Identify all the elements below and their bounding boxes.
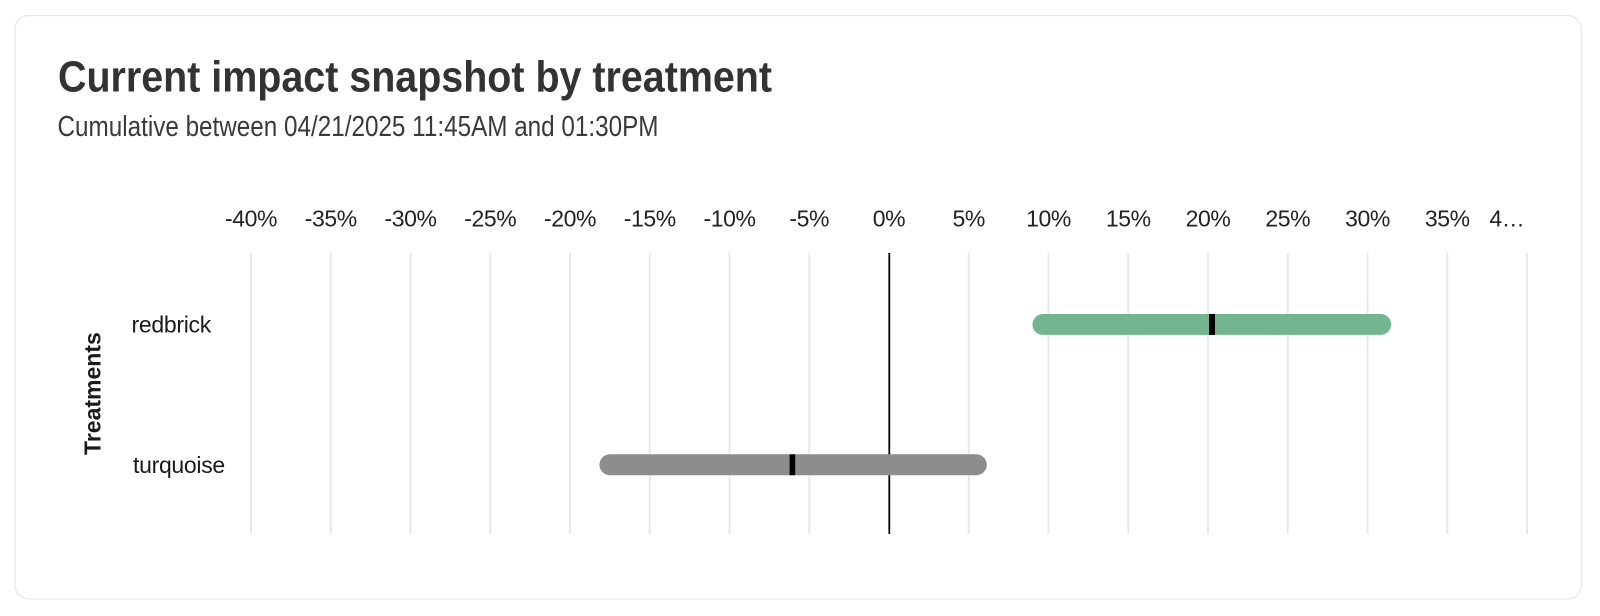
svg-text:15%: 15%: [1106, 206, 1151, 232]
svg-text:Treatments: Treatments: [80, 332, 106, 455]
svg-text:-5%: -5%: [789, 206, 829, 232]
svg-text:5%: 5%: [953, 206, 985, 232]
svg-text:25%: 25%: [1265, 206, 1310, 232]
svg-text:-35%: -35%: [305, 206, 357, 232]
svg-text:redbrick: redbrick: [132, 312, 212, 338]
svg-text:20%: 20%: [1186, 206, 1231, 232]
svg-text:-10%: -10%: [703, 206, 755, 232]
svg-text:30%: 30%: [1345, 206, 1390, 232]
svg-text:4…: 4…: [1489, 206, 1524, 232]
svg-text:35%: 35%: [1425, 206, 1470, 232]
svg-text:-30%: -30%: [384, 206, 436, 232]
svg-text:turquoise: turquoise: [133, 452, 225, 478]
svg-text:10%: 10%: [1026, 206, 1071, 232]
svg-text:Current impact snapshot by tre: Current impact snapshot by treatment: [58, 52, 772, 101]
svg-text:-25%: -25%: [464, 206, 516, 232]
svg-text:0%: 0%: [873, 206, 905, 232]
svg-text:-20%: -20%: [544, 206, 596, 232]
svg-text:Cumulative between 04/21/2025: Cumulative between 04/21/2025 11:45AM an…: [58, 111, 659, 143]
svg-text:-15%: -15%: [624, 206, 676, 232]
svg-text:-40%: -40%: [225, 206, 277, 232]
